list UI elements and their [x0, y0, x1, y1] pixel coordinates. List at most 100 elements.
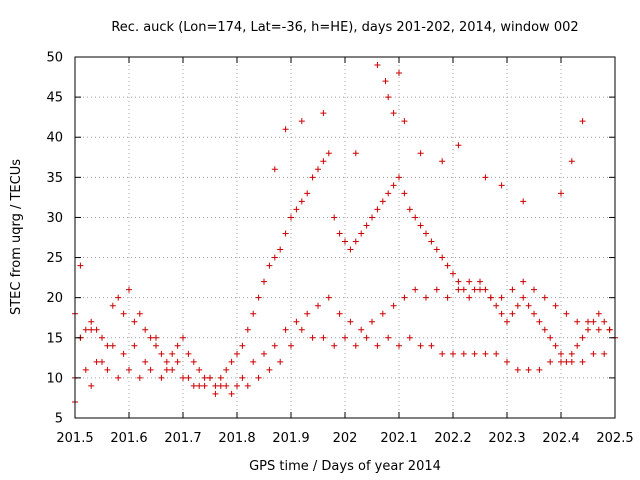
data-point: [498, 182, 505, 189]
data-point: [417, 222, 424, 229]
data-point: [163, 358, 170, 365]
data-point: [115, 294, 122, 301]
x-tick-label: 201.9: [272, 431, 309, 446]
data-point: [396, 70, 402, 77]
x-tick-label: 201.7: [164, 431, 201, 446]
data-point: [207, 374, 213, 381]
data-point: [568, 350, 575, 357]
data-point: [390, 302, 397, 309]
data-point: [347, 318, 354, 325]
data-point: [142, 358, 149, 365]
data-point: [261, 350, 267, 357]
data-point: [498, 294, 505, 301]
data-point: [82, 366, 89, 373]
data-point: [250, 358, 257, 365]
data-point: [153, 342, 159, 349]
data-point: [374, 342, 381, 349]
data-point: [185, 350, 192, 357]
data-point: [185, 374, 192, 381]
data-point: [531, 310, 537, 317]
data-point: [439, 158, 446, 165]
data-point: [574, 318, 581, 325]
data-point: [493, 350, 500, 357]
data-point: [104, 342, 111, 349]
data-point: [304, 310, 311, 317]
data-point: [336, 310, 343, 317]
x-tick-labels: 201.5 201.6 201.7 201.8 201.9 202 202.1 202.2 20…: [56, 431, 633, 446]
data-point: [477, 278, 483, 285]
data-point: [536, 366, 543, 373]
data-point: [136, 310, 143, 317]
y-tick-label: 25: [46, 251, 63, 266]
data-point: [153, 334, 159, 341]
data-point: [282, 326, 289, 333]
data-point: [385, 334, 392, 341]
data-point: [520, 278, 527, 285]
data-point: [228, 358, 235, 365]
data-point: [369, 214, 375, 221]
data-point: [180, 374, 186, 381]
data-point: [93, 326, 100, 333]
data-point: [531, 286, 537, 293]
data-point: [374, 206, 381, 213]
data-point: [358, 230, 365, 237]
data-point: [412, 214, 419, 221]
data-point: [455, 286, 462, 293]
data-point: [579, 118, 586, 125]
data-point: [352, 150, 359, 157]
y-tick-labels: 5 10 15 20 25 30 35 40 45 50: [46, 51, 63, 427]
data-point: [487, 294, 494, 301]
data-point: [379, 198, 386, 205]
x-tick-label: 201.5: [56, 431, 93, 446]
data-point: [115, 374, 122, 381]
x-tick-label: 202: [333, 431, 358, 446]
data-point: [325, 150, 332, 157]
data-point: [336, 230, 343, 237]
data-point: [504, 358, 510, 365]
data-point: [82, 326, 89, 333]
data-point: [558, 358, 564, 365]
data-point: [514, 302, 521, 309]
data-point: [196, 382, 203, 389]
data-point: [520, 198, 527, 205]
data-point: [320, 334, 327, 341]
data-point: [439, 254, 446, 261]
data-point: [288, 214, 294, 221]
data-point: [347, 246, 354, 253]
data-point: [466, 294, 473, 301]
data-point: [595, 326, 602, 333]
data-point: [450, 270, 456, 277]
data-point: [266, 262, 273, 269]
data-point: [131, 342, 138, 349]
data-point: [315, 302, 321, 309]
data-point: [601, 318, 608, 325]
data-point: [282, 126, 289, 133]
data-point: [385, 190, 392, 197]
y-tick-label: 10: [46, 371, 63, 386]
data-point: [271, 254, 278, 261]
data-point: [390, 110, 397, 117]
x-tick-label: 202.3: [488, 431, 525, 446]
data-point: [147, 334, 154, 341]
data-point: [547, 334, 554, 341]
data-point: [509, 310, 516, 317]
data-point: [541, 294, 548, 301]
data-point: [504, 318, 510, 325]
data-point: [601, 350, 608, 357]
data-point: [320, 158, 327, 165]
data-point: [77, 262, 84, 269]
data-point: [369, 318, 375, 325]
data-point: [444, 294, 451, 301]
data-point: [552, 342, 559, 349]
data-point: [579, 334, 586, 341]
data-point: [217, 374, 224, 381]
data-point: [363, 222, 370, 229]
data-point: [217, 382, 224, 389]
data-point: [460, 286, 467, 293]
data-point: [126, 366, 132, 373]
x-tick-label: 201.8: [218, 431, 255, 446]
data-point: [174, 358, 181, 365]
data-point: [212, 390, 219, 397]
data-point: [158, 374, 165, 381]
